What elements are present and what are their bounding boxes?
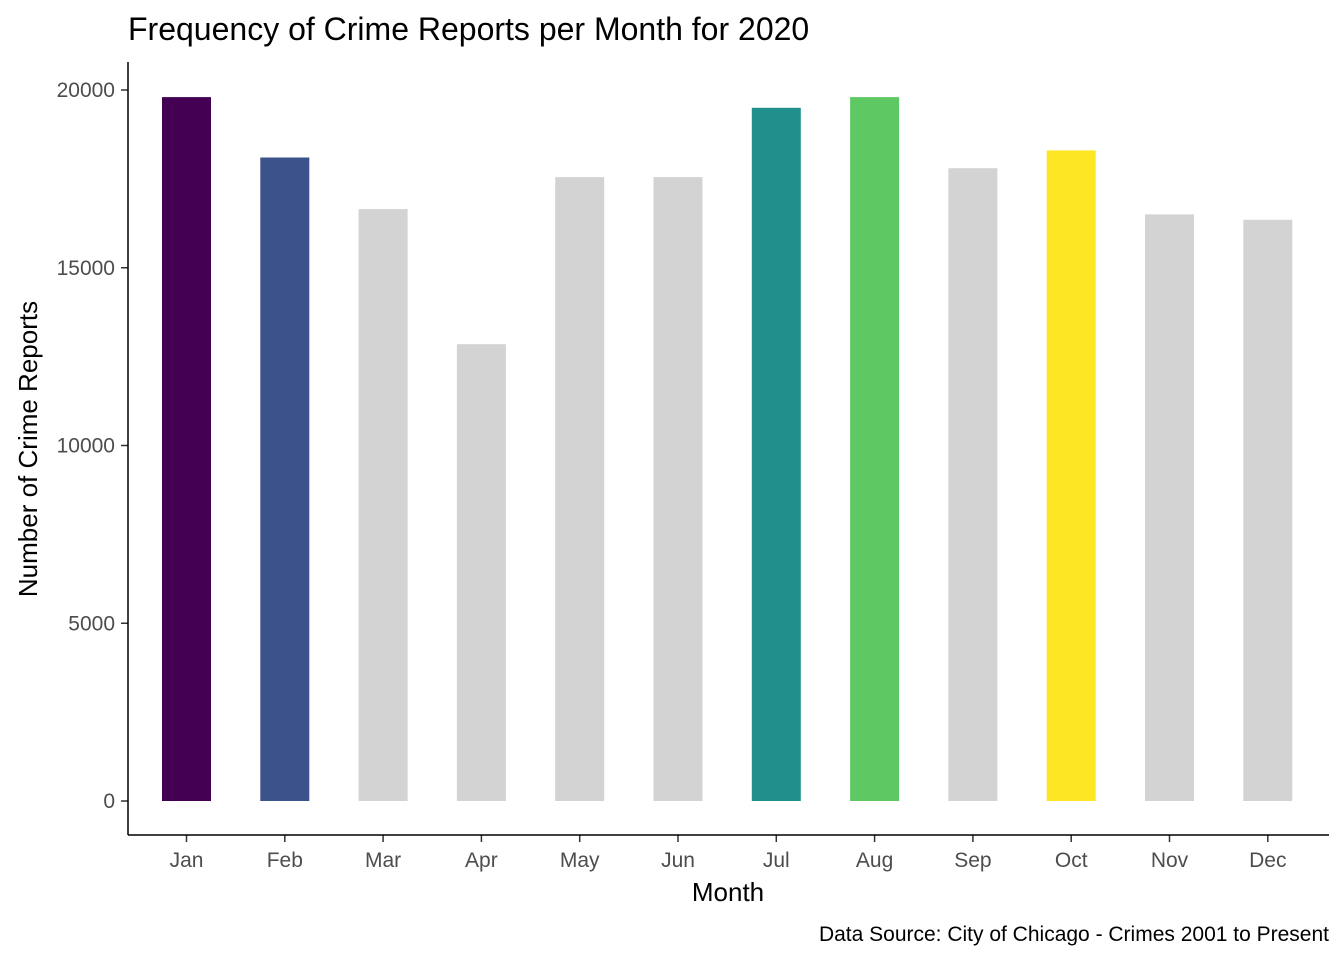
x-tick-label: Nov xyxy=(1151,849,1189,872)
x-tick-label: Jun xyxy=(661,849,695,872)
x-tick-label: Dec xyxy=(1249,849,1286,872)
bar-jan xyxy=(162,97,211,802)
bar-jul xyxy=(751,107,801,802)
bar-aug xyxy=(850,97,900,802)
x-tick-label: Apr xyxy=(465,849,498,872)
y-tick-label: 20000 xyxy=(57,79,115,102)
bar-dec xyxy=(1243,219,1293,802)
x-axis-title: Month xyxy=(692,877,764,907)
bar-feb xyxy=(260,157,310,801)
y-tick-label: 10000 xyxy=(57,435,115,458)
x-tick-label: Feb xyxy=(267,849,303,872)
bar-oct xyxy=(1046,150,1096,801)
bar-apr xyxy=(456,344,506,801)
y-axis-ticks: 0 5000 10000 15000 20000 xyxy=(57,79,128,813)
chart-title: Frequency of Crime Reports per Month for… xyxy=(128,11,809,47)
y-axis-title: Number of Crime Reports xyxy=(13,301,43,597)
x-tick-label: Aug xyxy=(856,849,893,872)
bar-mar xyxy=(358,209,408,802)
bar-may xyxy=(555,177,605,802)
bars-group xyxy=(162,97,1293,802)
x-tick-label: Mar xyxy=(365,849,401,872)
x-axis-ticks: Jan Feb Mar Apr May Jun Jul Aug Sep Oct Nov Dec xyxy=(170,835,1286,872)
x-tick-label: May xyxy=(560,849,600,872)
data-source-caption: Data Source: City of Chicago - Crimes 20… xyxy=(819,923,1329,946)
y-tick-label: 0 xyxy=(103,790,115,813)
x-tick-label: Jan xyxy=(170,849,204,872)
bar-nov xyxy=(1145,214,1194,801)
x-tick-label: Oct xyxy=(1055,849,1088,872)
x-tick-label: Jul xyxy=(763,849,790,872)
y-tick-label: 15000 xyxy=(57,257,115,280)
bar-sep xyxy=(948,168,998,801)
bar-jun xyxy=(653,177,703,802)
x-tick-label: Sep xyxy=(954,849,991,872)
y-tick-label: 5000 xyxy=(68,612,115,635)
